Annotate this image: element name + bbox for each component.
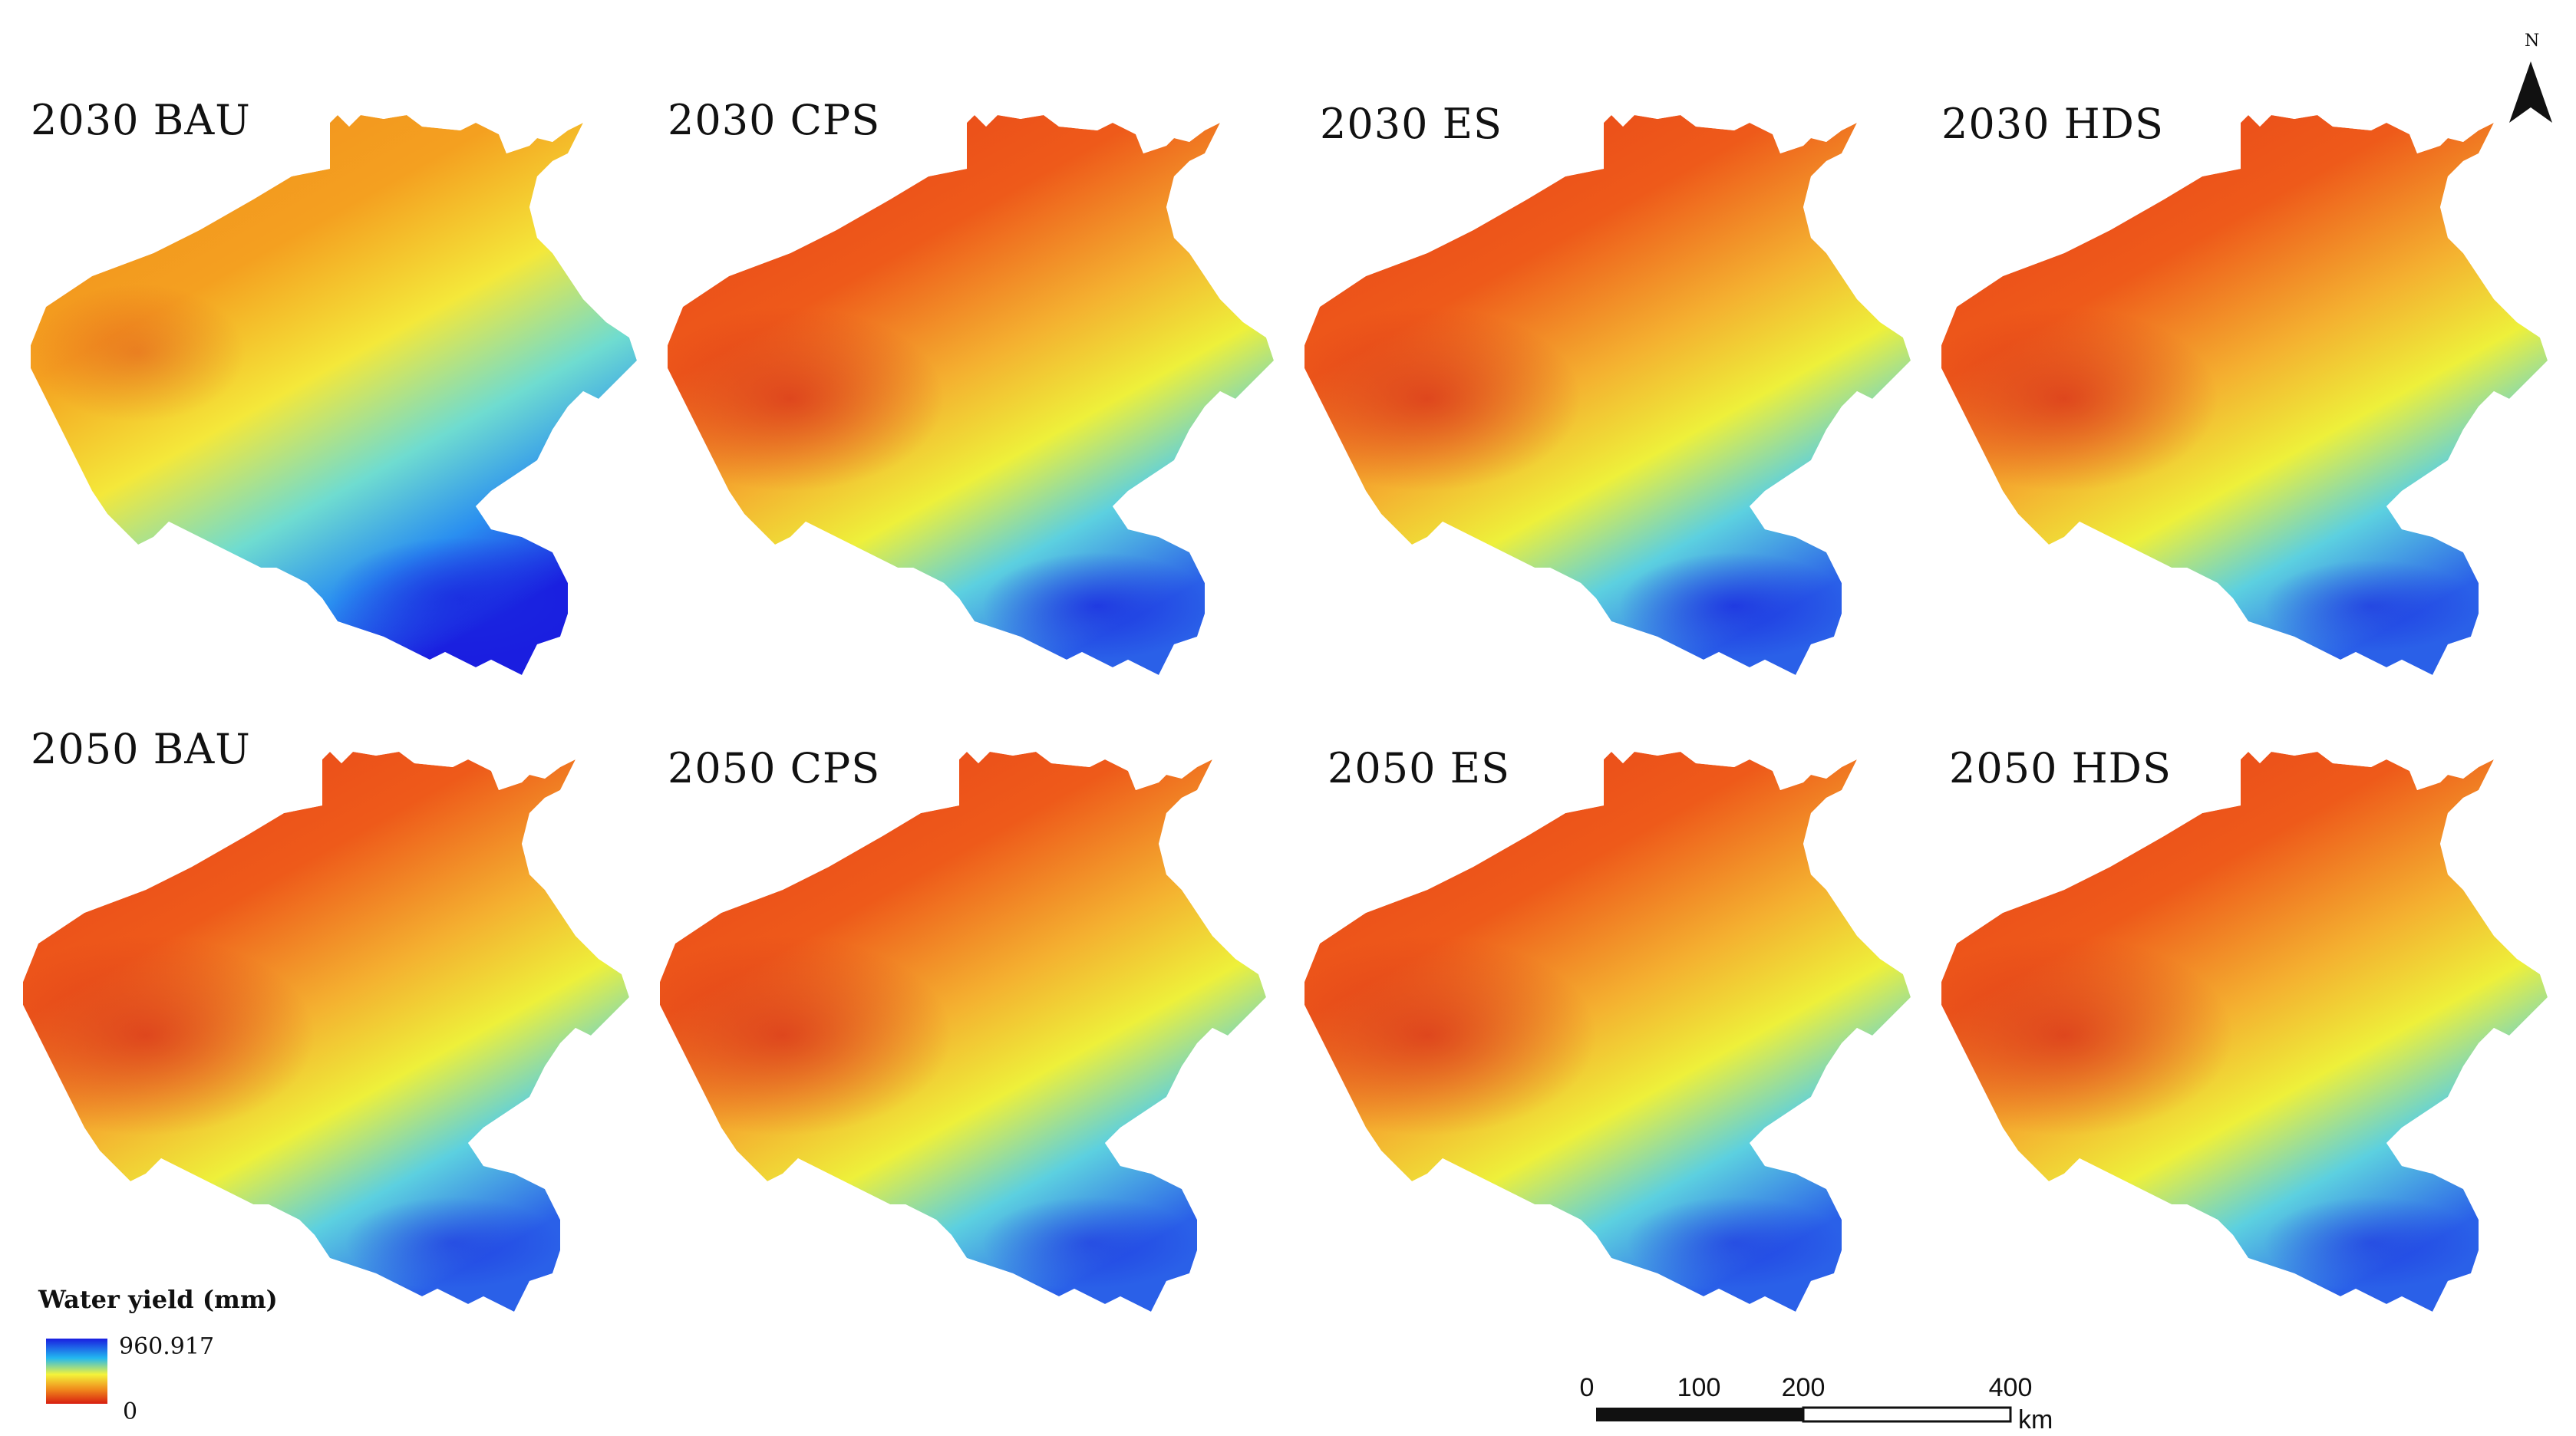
map-panel-2050-bau: 2050 BAU xyxy=(23,725,629,1312)
panel-title: 2050 BAU xyxy=(31,725,251,773)
panel-title: 2030 HDS xyxy=(1941,100,2164,148)
map-panel-2030-bau: 2030 BAU xyxy=(31,96,637,675)
panel-title: 2050 ES xyxy=(1328,744,1510,792)
panel-title: 2050 HDS xyxy=(1949,744,2172,792)
scale-bar: 0 100 200 400 km xyxy=(1580,1373,2053,1434)
scale-tick-200: 200 xyxy=(1782,1373,1826,1402)
panel-title: 2030 ES xyxy=(1320,100,1502,148)
map-panel-2030-es: 2030 ES xyxy=(1304,100,1911,675)
legend-title: Water yield (mm) xyxy=(38,1285,278,1314)
scale-tick-400: 400 xyxy=(1989,1373,2033,1402)
panel-title: 2050 CPS xyxy=(668,744,880,792)
map-panel-2030-hds: 2030 HDS xyxy=(1941,100,2548,675)
legend: Water yield (mm) 960.917 0 xyxy=(38,1285,278,1425)
scale-tick-100: 100 xyxy=(1677,1373,1721,1402)
north-label: N xyxy=(2525,31,2539,51)
scale-segment-light xyxy=(1802,1406,2012,1423)
map-panel-2030-cps: 2030 CPS xyxy=(668,96,1274,675)
map-panel-2050-cps: 2050 CPS xyxy=(660,744,1266,1312)
map-panel-2050-hds: 2050 HDS xyxy=(1941,744,2548,1312)
scale-segment-dark xyxy=(1596,1408,1803,1421)
panel-title: 2030 CPS xyxy=(668,96,880,144)
scale-tick-0: 0 xyxy=(1580,1373,1595,1402)
north-arrow-icon: N xyxy=(2509,31,2552,123)
map-panel-2050-es: 2050 ES xyxy=(1304,744,1911,1312)
panel-title: 2030 BAU xyxy=(31,96,251,144)
legend-color-ramp xyxy=(46,1339,107,1404)
legend-max-label: 960.917 xyxy=(119,1333,214,1360)
scale-unit: km xyxy=(2018,1405,2053,1434)
legend-min-label: 0 xyxy=(123,1398,137,1425)
